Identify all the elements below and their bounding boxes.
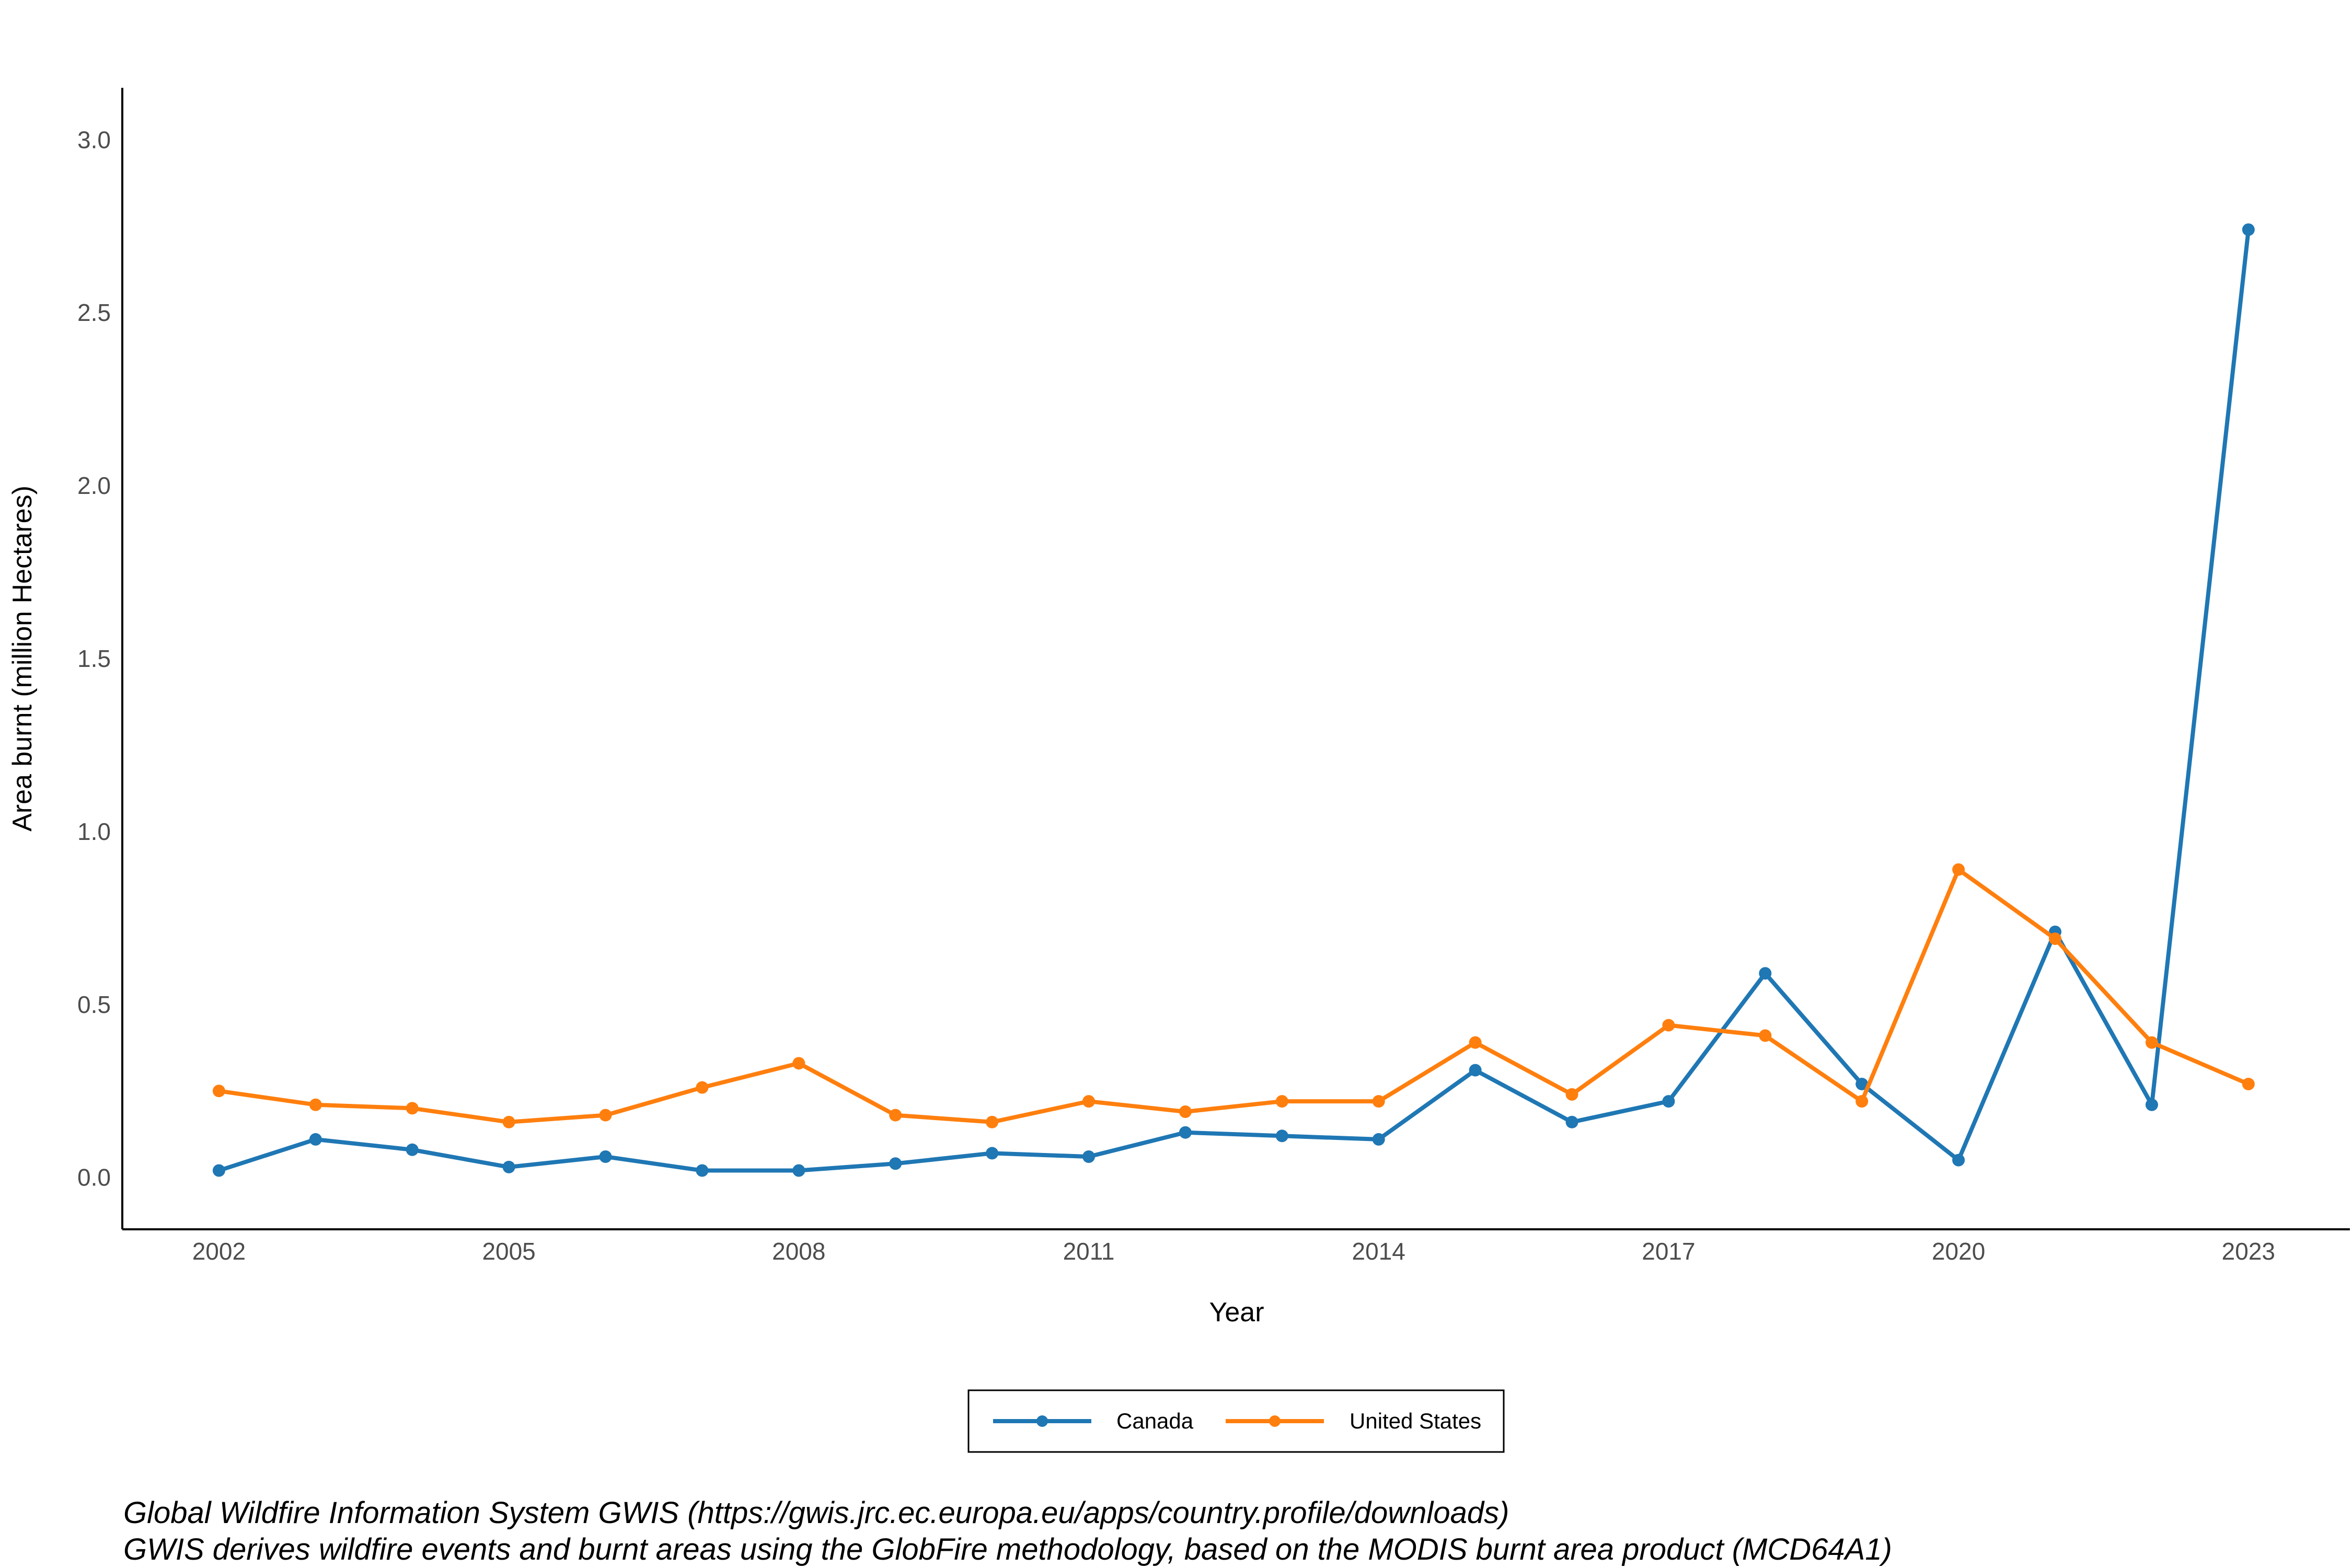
data-point-canada	[2145, 1098, 2158, 1111]
data-point-united-states	[599, 1109, 612, 1122]
data-point-united-states	[502, 1115, 515, 1128]
y-ticks: 0.0 0.5 1.0 1.5 2.0 2.5 3.0	[77, 126, 111, 1191]
data-point-canada	[696, 1164, 709, 1177]
data-point-united-states	[212, 1085, 225, 1098]
y-tick-label: 2.0	[77, 472, 111, 499]
y-tick-label: 1.5	[77, 645, 111, 672]
data-point-canada	[1372, 1133, 1385, 1146]
x-tick-label: 2011	[1063, 1238, 1115, 1265]
data-point-united-states	[696, 1081, 709, 1094]
x-tick-label: 2008	[772, 1238, 825, 1265]
data-point-united-states	[986, 1115, 999, 1128]
y-axis-title: Area burnt (million Hectares)	[7, 486, 38, 832]
source-caption: Global Wildfire Information System GWIS …	[123, 1496, 1509, 1530]
y-tick-label: 3.0	[77, 126, 111, 153]
legend-marker-united-states	[1269, 1415, 1281, 1427]
y-tick-label: 2.5	[77, 299, 111, 326]
data-point-united-states	[792, 1057, 805, 1070]
series-layer	[212, 223, 2255, 1177]
x-tick-label: 2014	[1352, 1238, 1405, 1265]
data-point-united-states	[1662, 1019, 1675, 1032]
data-point-united-states	[309, 1098, 322, 1111]
data-point-canada	[1855, 1078, 1869, 1091]
data-point-united-states	[1855, 1095, 1869, 1108]
data-point-canada	[1082, 1150, 1096, 1163]
series-united-states	[212, 863, 2255, 1128]
x-tick-label: 2023	[2222, 1238, 2275, 1265]
data-point-united-states	[1275, 1095, 1288, 1108]
data-point-canada	[1662, 1095, 1675, 1108]
axes	[121, 88, 2350, 1230]
data-point-canada	[986, 1147, 999, 1160]
data-point-canada	[889, 1157, 902, 1170]
data-point-united-states	[1372, 1095, 1385, 1108]
data-point-united-states	[2145, 1036, 2158, 1049]
data-point-united-states	[1082, 1095, 1096, 1108]
data-point-united-states	[406, 1102, 419, 1115]
series-line-canada	[216, 227, 2251, 1173]
data-point-canada	[1469, 1064, 1482, 1077]
data-point-canada	[2242, 223, 2255, 236]
legend-label-united-states: United States	[1350, 1409, 1481, 1433]
data-point-canada	[212, 1164, 225, 1177]
y-tick-label: 1.0	[77, 818, 111, 845]
data-point-united-states	[1179, 1105, 1192, 1118]
legend-marker-canada	[1036, 1415, 1048, 1427]
y-tick-label: 0.5	[77, 991, 111, 1018]
data-point-united-states	[1759, 1029, 1772, 1042]
data-point-canada	[1565, 1115, 1578, 1128]
y-tick-label: 0.0	[77, 1164, 111, 1191]
data-point-canada	[792, 1164, 805, 1177]
series-line-united-states	[216, 867, 2251, 1124]
data-point-canada	[1179, 1126, 1192, 1139]
data-point-united-states	[2049, 932, 2062, 946]
data-point-canada	[502, 1160, 515, 1173]
x-tick-label: 2020	[1932, 1238, 1985, 1265]
data-point-canada	[1275, 1129, 1288, 1143]
series-canada	[212, 223, 2255, 1177]
data-point-canada	[1759, 967, 1772, 980]
data-point-canada	[309, 1133, 322, 1146]
legend: Canada United States	[967, 1389, 1505, 1453]
data-point-united-states	[2242, 1078, 2255, 1091]
data-point-united-states	[1469, 1036, 1482, 1049]
data-point-united-states	[889, 1109, 902, 1122]
data-point-united-states	[1565, 1088, 1578, 1101]
data-point-canada	[1952, 1154, 1965, 1167]
x-ticks: 2002 2005 2008 2011 2014 2017 2020 2023	[192, 1238, 2275, 1265]
x-tick-label: 2005	[482, 1238, 535, 1265]
data-point-canada	[406, 1143, 419, 1156]
x-tick-label: 2002	[192, 1238, 246, 1265]
data-point-united-states	[1952, 863, 1965, 876]
x-axis-title: Year	[1209, 1297, 1264, 1328]
data-point-canada	[599, 1150, 612, 1163]
methodology-caption: GWIS derives wildfire events and burnt a…	[123, 1532, 1892, 1566]
x-tick-label: 2017	[1642, 1238, 1695, 1265]
legend-label-canada: Canada	[1116, 1409, 1194, 1433]
